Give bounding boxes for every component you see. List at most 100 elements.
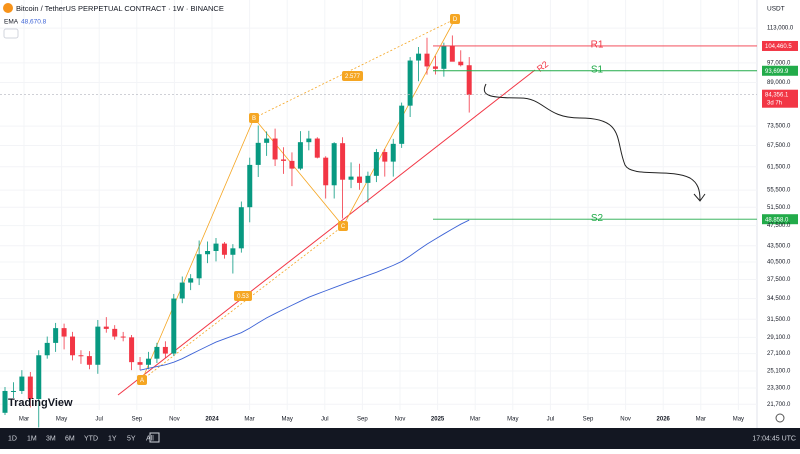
candle-body [27, 376, 33, 400]
x-tick-label: Jul [95, 417, 103, 423]
overlay: R1 104,460.5 S1 93,699.9 S2 48,858.0 84,356.1 3… [0, 40, 798, 225]
x-tick-label: 2025 [431, 417, 445, 423]
candle-body [365, 175, 371, 183]
candle-body [112, 328, 118, 337]
ratio-label: 0.53 [237, 294, 249, 300]
y-tick-label: 31,500.0 [767, 317, 791, 323]
candle-body [306, 138, 312, 143]
range-button[interactable]: 3M [46, 435, 56, 442]
candle-body [390, 143, 396, 162]
y-tick-label: 113,000.0 [767, 26, 794, 32]
x-tick-label: Jul [547, 417, 555, 423]
candle-body [272, 138, 278, 160]
candle-body [44, 342, 50, 356]
candle-body [348, 176, 354, 180]
x-tick-label: May [56, 417, 67, 423]
candle-body [188, 278, 194, 283]
candle-body [238, 207, 244, 249]
countdown: 3d 7h [767, 100, 782, 106]
x-tick-label: May [282, 417, 293, 423]
ratio-box [234, 291, 252, 301]
indicator-value: 48,670.8 [21, 19, 47, 26]
x-tick-label: May [733, 417, 744, 423]
range-button[interactable]: 1D [8, 435, 17, 442]
y-tick-label: 27,100.0 [767, 351, 791, 357]
range-button[interactable]: 1Y [108, 435, 117, 442]
candle-body [2, 390, 8, 413]
ema-line [139, 219, 470, 371]
point-box [338, 221, 348, 231]
arrow-head [693, 193, 706, 202]
range-button[interactable]: YTD [84, 435, 98, 442]
candle-body [382, 152, 388, 162]
point-box [137, 375, 147, 385]
candle-body [205, 250, 211, 255]
x-tick-label: May [507, 417, 518, 423]
y-tick-label: 25,100.0 [767, 369, 791, 375]
pattern-legs [141, 18, 456, 381]
grid [0, 0, 757, 410]
x-tick-label: Sep [131, 417, 142, 423]
price-tag [762, 65, 798, 76]
point-label: B [252, 116, 256, 122]
y-tick-label: 89,000.0 [767, 80, 791, 86]
settings-icon[interactable] [775, 413, 785, 423]
trendline [117, 69, 536, 396]
x-tick-label: Sep [583, 417, 594, 423]
point-box [450, 14, 460, 24]
candle-body [162, 346, 168, 354]
range-button[interactable]: 6M [65, 435, 75, 442]
x-tick-label: Mar [470, 417, 480, 423]
candle-body [424, 53, 430, 67]
candle-body [179, 282, 185, 299]
candle-body [230, 248, 236, 255]
y-tick-label: 55,500.0 [767, 188, 791, 194]
candle-body [458, 61, 464, 66]
logo: TradingView [8, 397, 73, 409]
y-tick-label: 40,500.0 [767, 260, 791, 266]
candle-body [373, 152, 379, 176]
range-button[interactable]: 1M [27, 435, 37, 442]
y-tick-label: 47,500.0 [767, 223, 791, 229]
level-name: S1 [591, 64, 604, 75]
candle-body [441, 45, 447, 69]
range-button[interactable]: 5Y [127, 435, 136, 442]
candle-body [196, 254, 202, 279]
candle-body [61, 328, 67, 337]
candle-body [323, 157, 329, 186]
collapse-button[interactable] [3, 28, 19, 39]
x-tick-label: 2026 [657, 417, 671, 423]
candle-body [70, 336, 76, 356]
price-tag-label: 84,356.1 [765, 92, 789, 98]
x-tick-label: Sep [357, 417, 368, 423]
candle-body [297, 142, 303, 169]
y-tick-label: 51,500.0 [767, 205, 791, 211]
candle-body [171, 298, 177, 354]
price-tag-label: 104,460.5 [765, 44, 792, 50]
price-tag [762, 40, 798, 51]
price-tag-label: 93,699.9 [765, 69, 789, 75]
ratio-box [342, 71, 363, 81]
candle-body [247, 164, 253, 208]
symbol-title: Bitcoin / TetherUS PERPETUAL CONTRACT · … [16, 4, 224, 13]
x-tick-label: Nov [169, 417, 180, 423]
level-name: R1 [591, 40, 604, 51]
price-tag [762, 89, 798, 108]
indicator-name: EMA [4, 19, 19, 26]
y-tick-label: 61,500.0 [767, 164, 791, 170]
candle-body [154, 346, 160, 359]
x-tick-label: Mar [244, 417, 254, 423]
candle-body [264, 138, 270, 143]
y-tick-label: 67,500.0 [767, 143, 791, 149]
point-label: D [453, 17, 458, 23]
y-tick-label: 43,500.0 [767, 243, 791, 249]
candle-body [53, 328, 59, 343]
candle-body [221, 243, 227, 255]
candle-body [314, 138, 320, 158]
x-tick-label: Nov [620, 417, 631, 423]
y-tick-label: 29,100.0 [767, 335, 791, 341]
pattern-labels: A B C D 2.577 0.53 [137, 14, 460, 385]
date-range-button[interactable] [149, 432, 160, 443]
price-tag [762, 214, 798, 225]
